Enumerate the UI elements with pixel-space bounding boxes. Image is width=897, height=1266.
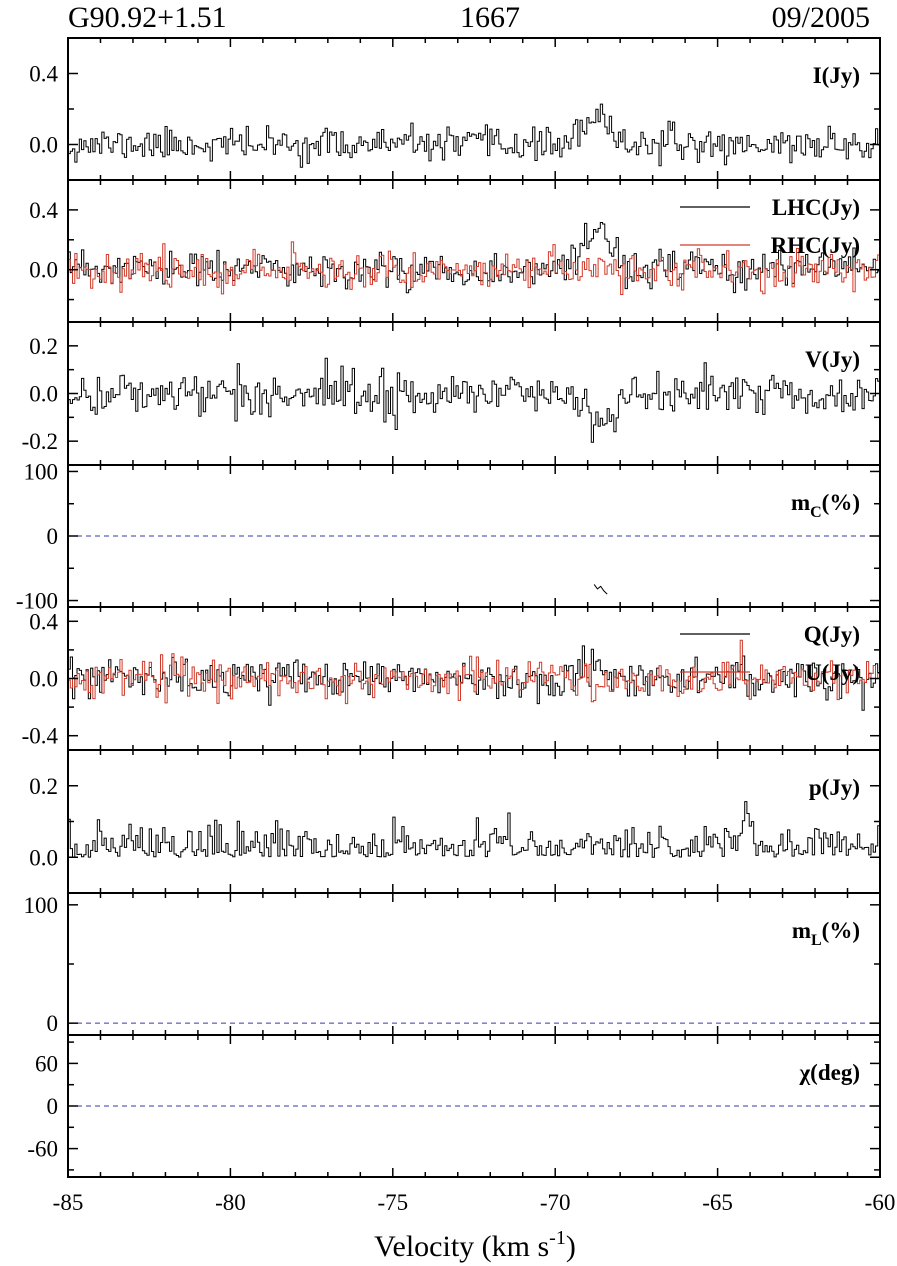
x-tick-label: -65 — [702, 1190, 733, 1215]
plot-area-mc — [593, 584, 608, 595]
y-tick-label-QU: -0.4 — [22, 724, 59, 749]
x-tick-label: -75 — [377, 1190, 408, 1215]
series-U — [68, 639, 880, 705]
y-tick-label-V: 0.2 — [29, 334, 58, 359]
panel-V: -0.2 0.0 0.2 V(Jy) — [22, 321, 881, 466]
panel-label-p: p(Jy) — [809, 775, 860, 800]
panel-stack: 0.00.4 I(Jy)0.00.4 LHC(Jy)RHC(Jy)-0.20.00.… — [16, 37, 881, 1178]
y-tick-label-chi: 60 — [35, 1051, 58, 1076]
y-tick-label-V: 0.0 — [29, 382, 58, 407]
x-axis-label: Velocity (km s-1) — [374, 1227, 576, 1263]
panel-LR: 0.0 0.4 LHC(Jy) RHC(Jy) — [29, 179, 881, 323]
panel-mc: -100 0 100 mC(%) — [16, 459, 881, 614]
legend-entry-lhcjy: LHC(Jy) — [680, 195, 860, 220]
panel-frame-p — [67, 749, 881, 894]
x-tick-label: -60 — [865, 1190, 896, 1215]
x-tick-label: -80 — [215, 1190, 246, 1215]
y-tick-label-V: -0.2 — [22, 429, 58, 454]
y-tick-label-LR: 0.0 — [29, 258, 58, 283]
svg-text:U(Jy): U(Jy) — [805, 660, 860, 685]
y-tick-label-chi: 0 — [47, 1094, 59, 1119]
panel-I: 0.0 0.4 I(Jy) — [29, 37, 881, 181]
y-tick-label-QU: 0.4 — [29, 609, 58, 634]
series-I — [68, 103, 880, 168]
plot-area-LR — [68, 222, 880, 295]
y-tick-label-p: 0.2 — [29, 774, 58, 799]
panel-label-mL: mL(%) — [792, 918, 860, 949]
y-tick-label-I: 0.0 — [29, 133, 58, 158]
panel-QU: -0.4 0.0 0.4 Q(Jy) U(Jy) — [22, 606, 881, 751]
series-fragment-mc — [593, 584, 608, 595]
legend-entry-rhcjy: RHC(Jy) — [680, 233, 860, 258]
series-LHC — [68, 222, 880, 294]
panel-frame-mL — [67, 892, 881, 1036]
series-RHC — [68, 241, 880, 295]
y-tick-label-QU: 0.0 — [29, 667, 58, 692]
y-tick-label-mc: -100 — [16, 589, 58, 614]
series-V — [68, 357, 880, 443]
panel-frame-I — [67, 37, 881, 181]
frequency-label: 1667 — [460, 1, 520, 34]
legend-entry-ujy: U(Jy) — [680, 660, 860, 685]
x-axis: -85 -80 -75 -70 -65 -60 — [53, 1190, 896, 1215]
y-tick-label-mc: 0 — [47, 524, 59, 549]
legend-entry-qjy: Q(Jy) — [680, 622, 860, 647]
y-tick-label-I: 0.4 — [29, 62, 58, 87]
panel-chi: -60 0 60 χ(deg) — [27, 1034, 881, 1178]
panel-frame-LR — [67, 179, 881, 323]
plot-area-QU — [68, 639, 880, 711]
plot-area-p — [68, 801, 880, 858]
source-name: G90.92+1.51 — [68, 1, 227, 34]
panel-mL: 0 100 mL(%) — [24, 892, 881, 1036]
y-tick-label-p: 0.0 — [29, 845, 58, 870]
panel-label-mc: mC(%) — [791, 490, 860, 521]
panel-label-I: I(Jy) — [813, 63, 860, 88]
plot-area-I — [68, 103, 880, 168]
y-tick-label-mL: 0 — [47, 1011, 59, 1036]
x-tick-label: -70 — [540, 1190, 571, 1215]
series-p — [68, 801, 880, 858]
panel-label-chi: χ(deg) — [799, 1060, 860, 1085]
x-tick-label: -85 — [53, 1190, 84, 1215]
plot-area-V — [68, 357, 880, 443]
svg-text:LHC(Jy): LHC(Jy) — [772, 195, 860, 220]
date-label: 09/2005 — [772, 1, 870, 34]
panel-p: 0.0 0.2 p(Jy) — [29, 749, 881, 894]
y-tick-label-LR: 0.4 — [29, 198, 58, 223]
svg-text:RHC(Jy): RHC(Jy) — [771, 233, 860, 258]
svg-text:Q(Jy): Q(Jy) — [804, 622, 860, 647]
y-tick-label-mL: 100 — [24, 893, 59, 918]
y-tick-label-mc: 100 — [24, 459, 59, 484]
y-tick-label-chi: -60 — [27, 1137, 58, 1162]
panel-label-V: V(Jy) — [805, 347, 860, 372]
